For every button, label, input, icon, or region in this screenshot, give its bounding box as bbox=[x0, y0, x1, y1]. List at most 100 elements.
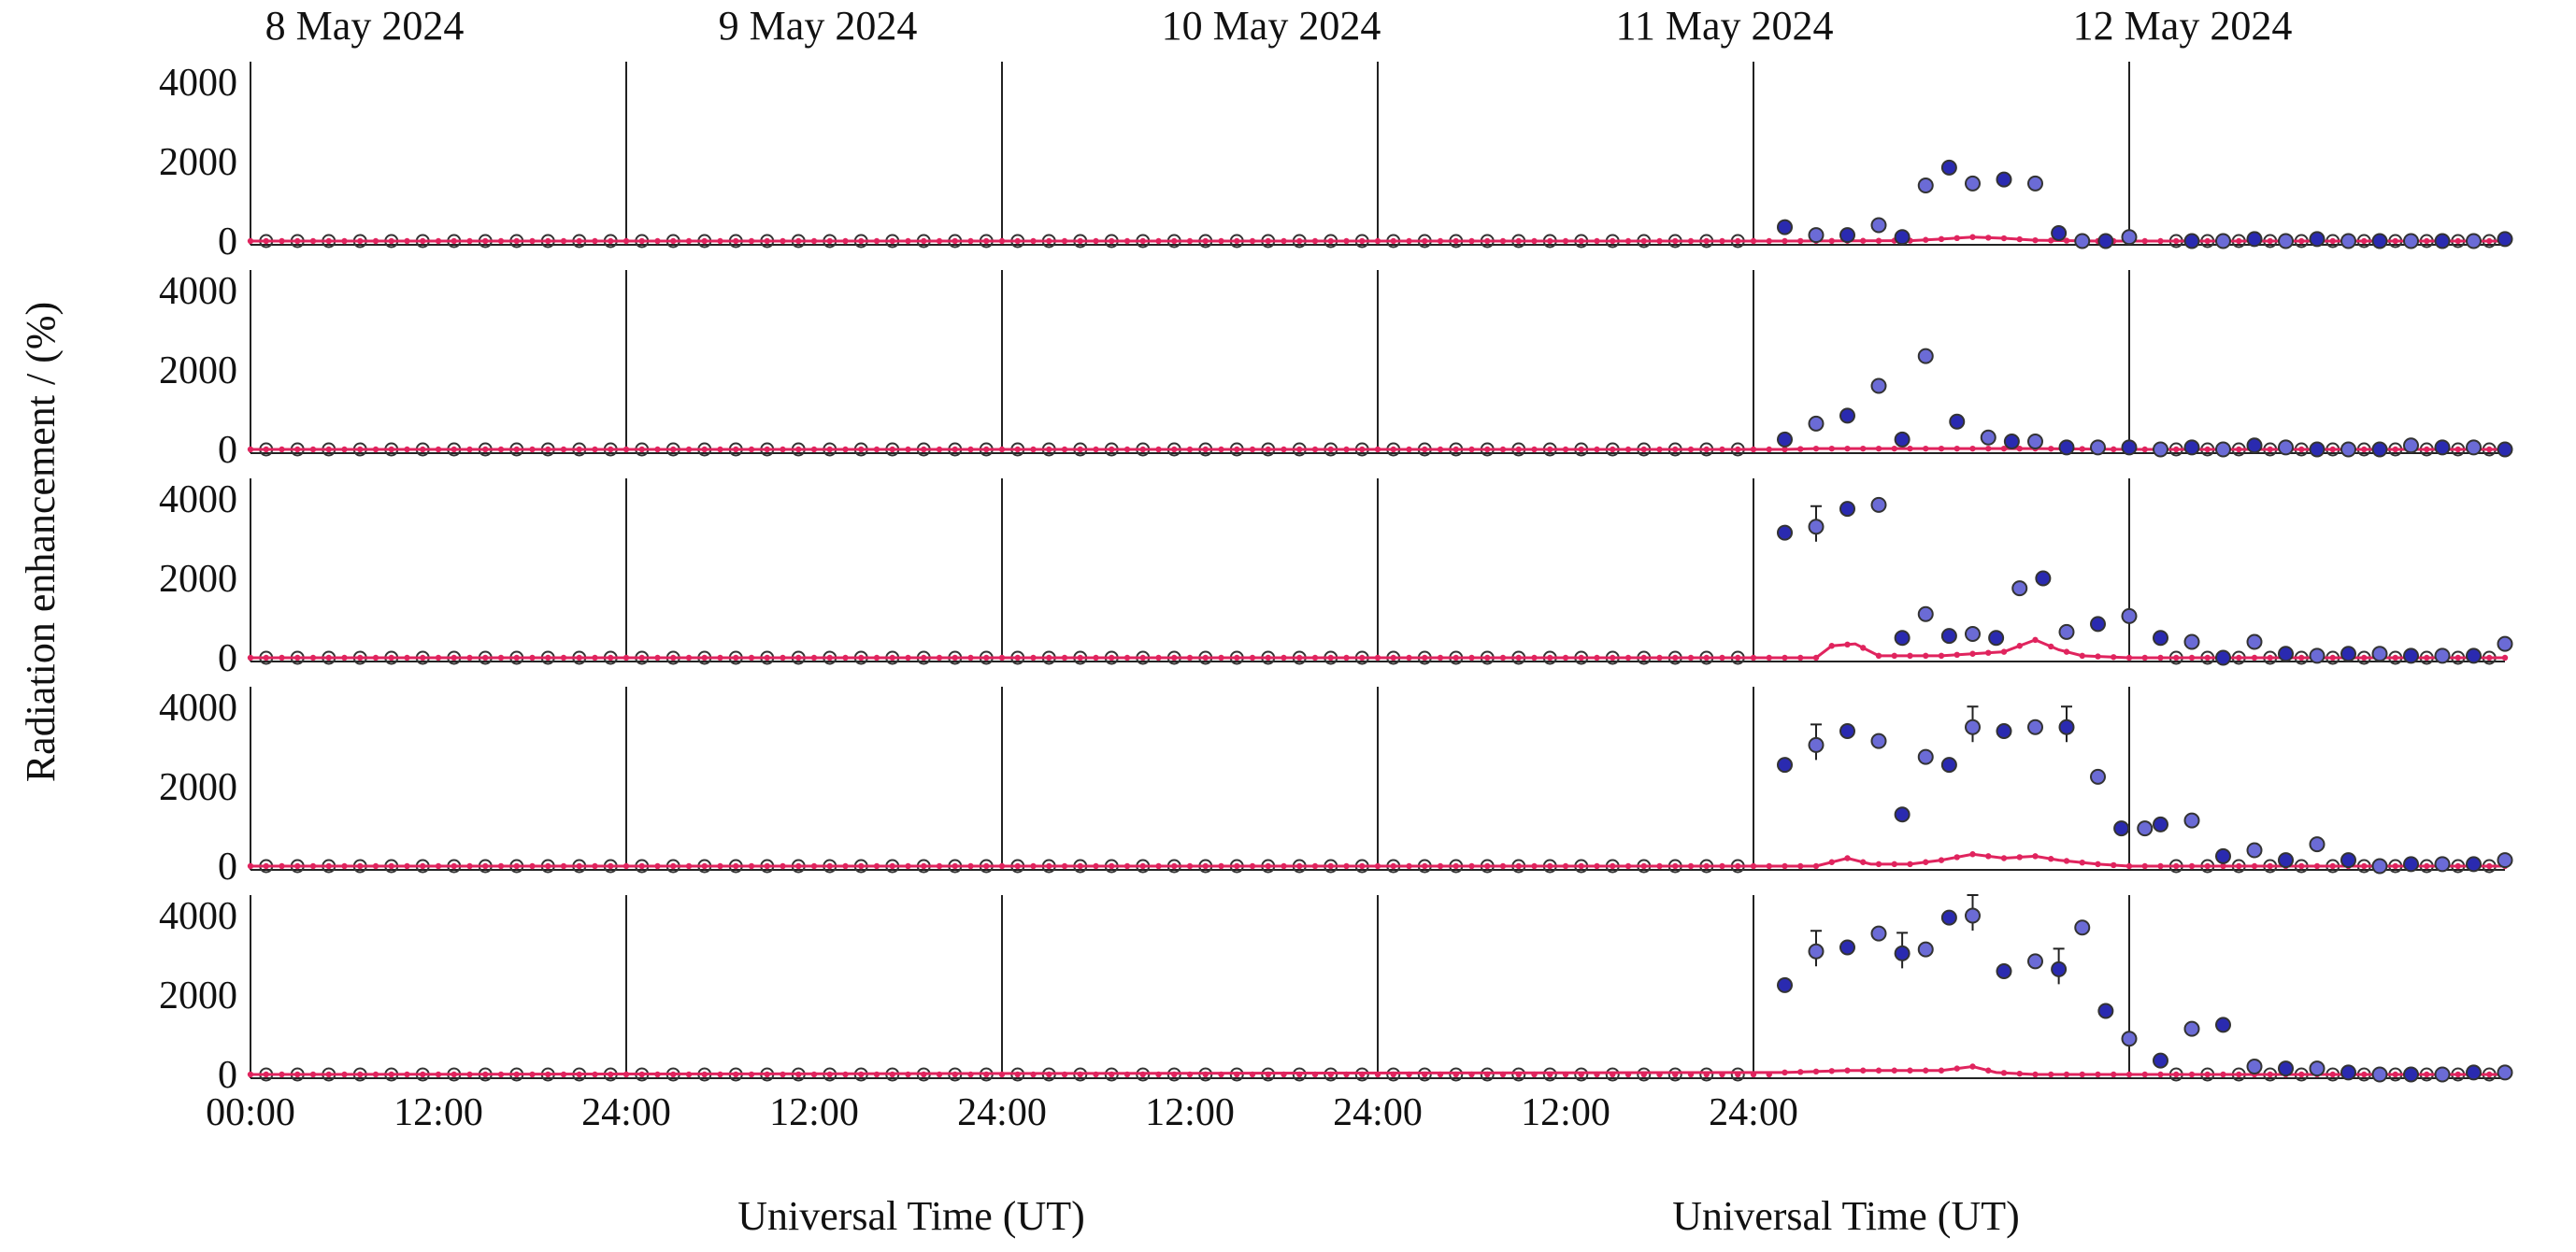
model-point bbox=[357, 862, 364, 870]
observed-point bbox=[1839, 407, 1855, 424]
model-point bbox=[1515, 237, 1522, 245]
model-point bbox=[2424, 654, 2430, 662]
model-point bbox=[1061, 446, 1068, 453]
model-point bbox=[1186, 1071, 1194, 1078]
model-point bbox=[1594, 654, 1600, 662]
model-point bbox=[670, 446, 677, 453]
observed-point bbox=[2183, 1020, 2200, 1037]
model-point bbox=[1953, 651, 1960, 659]
x-axis-label-left: Universal Time (UT) bbox=[737, 1193, 1085, 1239]
model-point bbox=[1703, 862, 1710, 870]
model-point bbox=[2173, 1071, 2180, 1078]
day-labels: 8 May 2024 9 May 2024 10 May 2024 11 May… bbox=[265, 3, 2293, 49]
model-point bbox=[608, 862, 614, 870]
observed-point bbox=[2278, 439, 2294, 456]
model-point bbox=[2267, 862, 2273, 870]
model-point bbox=[638, 862, 645, 870]
model-point bbox=[1234, 1071, 1240, 1078]
model-point bbox=[1343, 654, 1350, 662]
model-point bbox=[795, 654, 802, 662]
model-point bbox=[247, 862, 254, 870]
observed-point bbox=[2183, 633, 2200, 650]
model-point bbox=[1296, 862, 1303, 870]
model-point bbox=[2000, 1070, 2008, 1076]
model-point bbox=[1406, 1071, 1412, 1078]
observed-point bbox=[1894, 806, 1911, 823]
model-point bbox=[279, 654, 285, 662]
model-point bbox=[497, 446, 505, 453]
model-point bbox=[1374, 237, 1381, 245]
observed-point bbox=[2340, 646, 2356, 662]
model-point bbox=[1406, 862, 1412, 870]
observed-point bbox=[2309, 441, 2326, 458]
model-point bbox=[701, 1071, 708, 1078]
model-point bbox=[2079, 446, 2085, 452]
model-point bbox=[1374, 1071, 1381, 1078]
observed-point bbox=[2466, 439, 2482, 456]
model-point bbox=[1875, 652, 1882, 660]
model-point bbox=[2048, 1071, 2054, 1078]
model-point bbox=[309, 446, 317, 453]
model-point bbox=[889, 237, 895, 245]
observed-point bbox=[1917, 941, 1934, 958]
model-point bbox=[1782, 446, 1788, 453]
model-point bbox=[873, 446, 880, 453]
model-point bbox=[1374, 446, 1381, 453]
model-point bbox=[1484, 1071, 1491, 1078]
model-point bbox=[2392, 862, 2398, 870]
model-point bbox=[466, 654, 473, 662]
observed-point bbox=[2497, 1064, 2513, 1081]
model-point bbox=[1311, 1071, 1319, 1078]
model-point bbox=[2392, 237, 2398, 245]
model-point bbox=[936, 446, 943, 453]
observed-point bbox=[1777, 976, 1793, 993]
model-point bbox=[2173, 654, 2180, 662]
model-point bbox=[1453, 654, 1459, 662]
model-point bbox=[247, 446, 254, 453]
model-point bbox=[529, 654, 536, 662]
model-point bbox=[1234, 862, 1240, 870]
model-point bbox=[1046, 1071, 1052, 1078]
model-point bbox=[2267, 446, 2273, 453]
model-point bbox=[263, 1071, 269, 1078]
model-point bbox=[1812, 1068, 1820, 1075]
model-point bbox=[1155, 446, 1162, 453]
observed-point bbox=[1839, 939, 1855, 956]
model-point bbox=[325, 1071, 332, 1078]
model-point bbox=[482, 446, 489, 453]
baseline-marker bbox=[1667, 1067, 1682, 1082]
model-point bbox=[1390, 446, 1396, 453]
model-point bbox=[497, 1071, 505, 1078]
baseline-marker bbox=[1480, 1067, 1495, 1082]
model-point bbox=[1907, 1067, 1913, 1074]
observed-point bbox=[1894, 431, 1911, 448]
model-point bbox=[1139, 862, 1146, 870]
observed-point bbox=[2309, 1060, 2326, 1077]
chart-panels: 4000200004000200004000200004000200004000… bbox=[159, 62, 2513, 1097]
model-point bbox=[2111, 654, 2117, 661]
model-point bbox=[936, 654, 943, 662]
model-point bbox=[983, 862, 990, 870]
model-point bbox=[1046, 237, 1052, 245]
model-point bbox=[921, 862, 927, 870]
model-point bbox=[294, 654, 301, 662]
model-point bbox=[1656, 862, 1663, 870]
model-point bbox=[936, 862, 943, 870]
model-point bbox=[1123, 237, 1131, 245]
observed-point bbox=[2035, 570, 2052, 587]
model-point bbox=[608, 1071, 614, 1078]
model-point bbox=[2361, 862, 2368, 870]
model-point bbox=[1656, 654, 1663, 662]
y-tick-label: 2000 bbox=[159, 349, 237, 392]
model-point bbox=[1359, 654, 1366, 662]
model-point bbox=[1453, 446, 1459, 453]
model-point bbox=[1938, 652, 1945, 660]
model-point bbox=[2188, 1071, 2196, 1078]
model-point bbox=[1828, 859, 1835, 865]
model-point bbox=[764, 237, 770, 245]
observed-point bbox=[1940, 757, 1957, 774]
model-point bbox=[2298, 862, 2305, 870]
model-point bbox=[1359, 1071, 1366, 1078]
model-point bbox=[592, 862, 598, 870]
observed-point bbox=[2434, 233, 2451, 249]
